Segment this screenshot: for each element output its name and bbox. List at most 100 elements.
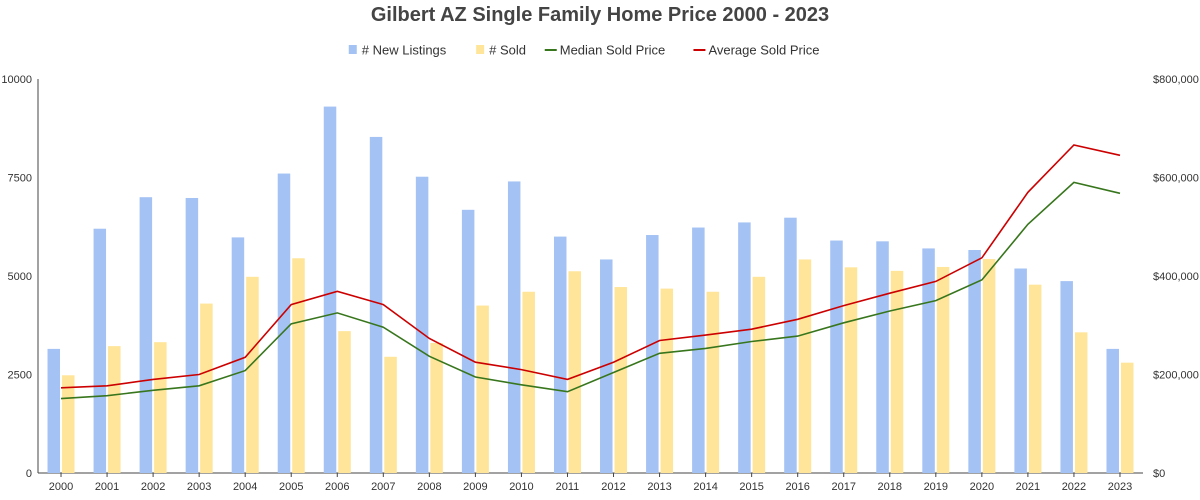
- bar-new-listings: [600, 259, 613, 473]
- x-tick-label: 2023: [1108, 481, 1132, 493]
- bar-new-listings: [830, 240, 843, 473]
- bar-sold: [338, 331, 351, 473]
- x-tick-label: 2011: [556, 481, 580, 493]
- bar-new-listings: [1106, 348, 1119, 473]
- legend-swatch: [348, 45, 357, 54]
- bar-sold: [706, 291, 720, 473]
- x-tick-label: 2005: [279, 481, 303, 493]
- bar-sold: [798, 259, 812, 473]
- legend-swatch: [476, 45, 485, 54]
- y-right-tick-label: $0: [1153, 468, 1165, 480]
- bar-sold: [890, 270, 904, 473]
- bar-new-listings: [369, 136, 383, 473]
- bar-new-listings: [738, 222, 751, 473]
- bar-new-listings: [47, 348, 61, 473]
- legend-label: # New Listings: [362, 43, 447, 58]
- y-right-tick-label: $400,000: [1153, 271, 1199, 283]
- x-tick-label: 2013: [647, 481, 671, 493]
- bar-new-listings: [415, 176, 429, 473]
- bar-sold: [982, 259, 996, 473]
- x-tick-label: 2022: [1062, 481, 1086, 493]
- bar-new-listings: [646, 235, 659, 473]
- x-tick-label: 2006: [325, 481, 349, 493]
- x-tick-label: 2019: [924, 481, 948, 493]
- bar-sold: [614, 287, 628, 473]
- bar-sold: [844, 267, 858, 473]
- bar-sold: [752, 276, 766, 473]
- bar-sold: [62, 375, 75, 473]
- bar-sold: [476, 305, 489, 473]
- y-left-tick-label: 0: [26, 468, 32, 480]
- bar-new-listings: [277, 173, 291, 473]
- bar-new-listings: [553, 236, 567, 473]
- bar-sold: [936, 266, 950, 473]
- x-tick-label: 2016: [785, 481, 809, 493]
- bar-new-listings: [876, 241, 889, 473]
- x-tick-label: 2018: [878, 481, 902, 493]
- x-tick-label: 2012: [601, 481, 625, 493]
- bar-new-listings: [1014, 268, 1027, 473]
- bars: [47, 106, 1134, 474]
- legend-item: # Sold: [476, 43, 526, 58]
- x-tick-label: 2021: [1016, 481, 1040, 493]
- bar-new-listings: [692, 227, 705, 473]
- bar-new-listings: [968, 249, 981, 473]
- y-left-tick-label: 10000: [1, 74, 32, 86]
- y-right-tick-label: $600,000: [1153, 173, 1199, 185]
- legend-label: Average Sold Price: [708, 43, 819, 58]
- lines: [60, 144, 1121, 400]
- bar-sold: [1074, 332, 1088, 473]
- bar-sold: [1120, 362, 1134, 473]
- bar-sold: [522, 291, 535, 473]
- x-tick-label: 2015: [739, 481, 763, 493]
- y-right-tick-label: $800,000: [1153, 74, 1199, 86]
- bar-new-listings: [922, 248, 935, 473]
- y-left-tick-label: 2500: [8, 370, 32, 382]
- x-tick-label: 2017: [831, 481, 855, 493]
- x-tick-label: 2010: [509, 481, 533, 493]
- legend-item: Median Sold Price: [544, 43, 666, 58]
- bar-sold: [292, 258, 305, 473]
- bar-new-listings: [323, 106, 337, 473]
- chart-title: Gilbert AZ Single Family Home Price 2000…: [370, 4, 830, 26]
- y-left-tick-label: 5000: [8, 271, 32, 283]
- x-tick-label: 2001: [95, 481, 119, 493]
- bar-new-listings: [507, 181, 521, 473]
- bar-new-listings: [93, 228, 107, 473]
- y-right-tick-label: $200,000: [1153, 370, 1199, 382]
- x-tick-label: 2008: [417, 481, 441, 493]
- bar-sold: [568, 271, 581, 473]
- x-tick-label: 2002: [141, 481, 165, 493]
- bar-new-listings: [231, 237, 245, 473]
- bar-sold: [108, 346, 121, 473]
- x-tick-label: 2020: [970, 481, 994, 493]
- y-left-tick-label: 7500: [8, 173, 32, 185]
- bar-new-listings: [185, 197, 199, 473]
- legend: # New Listings # Sold Median Sold Price Ave…: [348, 43, 819, 58]
- x-tick-label: 2003: [187, 481, 211, 493]
- legend-item: Average Sold Price: [693, 43, 819, 58]
- bar-sold: [660, 288, 674, 473]
- x-tick-label: 2000: [49, 481, 73, 493]
- legend-item: # New Listings: [348, 43, 447, 58]
- bar-sold: [1028, 284, 1042, 473]
- legend-label: Median Sold Price: [560, 43, 666, 58]
- bar-sold: [430, 342, 443, 473]
- x-tick-label: 2007: [371, 481, 395, 493]
- legend-label: # Sold: [489, 43, 526, 58]
- bar-sold: [384, 356, 397, 473]
- bar-sold: [246, 276, 259, 473]
- line-average-sold-price: [60, 144, 1121, 389]
- x-tick-label: 2004: [233, 481, 257, 493]
- x-tick-label: 2009: [463, 481, 487, 493]
- bar-new-listings: [1060, 281, 1073, 473]
- bar-sold: [154, 342, 167, 473]
- bar-new-listings: [461, 209, 475, 474]
- line-median-sold-price: [60, 181, 1121, 400]
- axes: 0 2500 5000 7500 10000 $0 $200,000 $400,000 $600…: [1, 74, 1198, 493]
- bar-new-listings: [784, 217, 797, 473]
- bar-sold: [200, 303, 213, 473]
- x-tick-label: 2014: [693, 481, 717, 493]
